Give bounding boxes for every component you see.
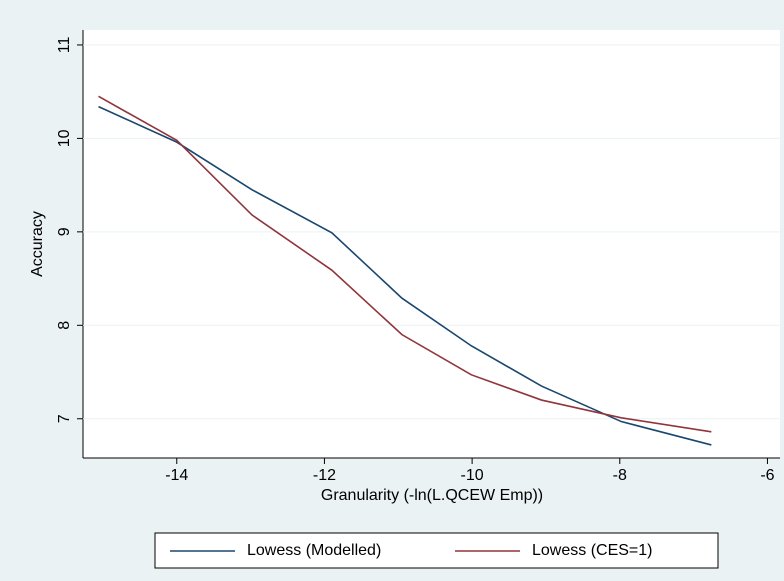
legend: [154, 532, 719, 569]
line: [98, 95, 712, 433]
y-tick-label: 9: [56, 227, 73, 236]
y-tick-label: 7: [56, 414, 73, 423]
x-tick-label: -10: [461, 467, 484, 484]
y-tick-label: 10: [56, 129, 73, 147]
y-axis-title: Accuracy: [29, 211, 46, 277]
y-tick-label: 11: [56, 37, 73, 54]
y-tick-label: 8: [56, 321, 73, 330]
x-axis-title: Granularity (-ln(L.QCEW Emp)): [321, 487, 543, 504]
x-tick-label: -8: [613, 467, 627, 484]
x-tick-label: -6: [760, 467, 774, 484]
legend-label: Lowess (CES=1): [532, 542, 653, 559]
plot-area: [83, 30, 780, 458]
line: [98, 105, 712, 446]
x-tick-label: -14: [165, 467, 188, 484]
legend-label: Lowess (Modelled): [247, 542, 381, 559]
x-tick-label: -12: [313, 467, 336, 484]
